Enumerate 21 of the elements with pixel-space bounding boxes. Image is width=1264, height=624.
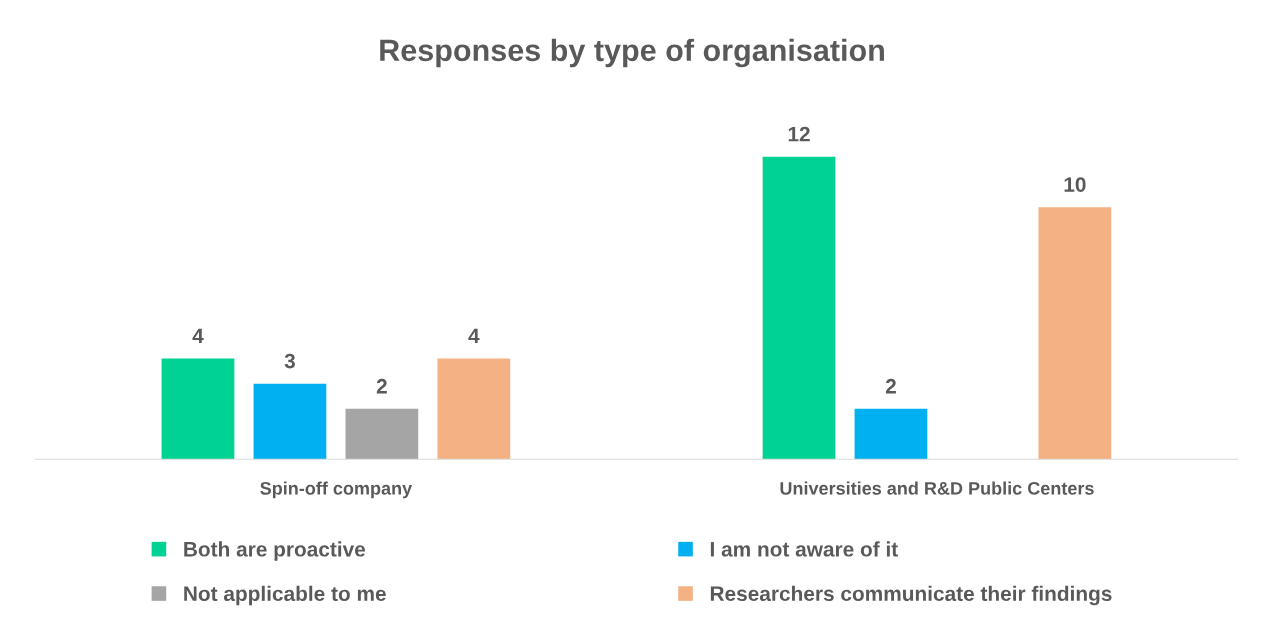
legend-label: Researchers communicate their findings <box>710 585 1112 606</box>
data-label: 2 <box>376 378 387 394</box>
chart-title: Responses by type of organisation <box>380 38 884 68</box>
legend-label: I am not aware of it <box>710 541 898 557</box>
bar <box>762 156 836 460</box>
data-label: 10 <box>1064 177 1086 192</box>
bar <box>854 408 928 460</box>
data-label: 2 <box>885 378 896 394</box>
bar <box>437 358 511 460</box>
bar <box>253 383 327 460</box>
x-tick-label: Universities and R&D Public Centers <box>780 481 1094 495</box>
bar <box>161 358 235 460</box>
data-label: 4 <box>468 328 480 343</box>
x-tick-label: Spin-off company <box>260 481 413 499</box>
legend-label: Both are proactive <box>184 541 366 561</box>
data-label: 4 <box>192 328 204 343</box>
data-label: 3 <box>284 353 295 369</box>
bar <box>1038 207 1112 460</box>
legend-label: Not applicable to me <box>184 585 386 606</box>
data-label: 12 <box>788 126 810 142</box>
bar <box>345 408 419 460</box>
